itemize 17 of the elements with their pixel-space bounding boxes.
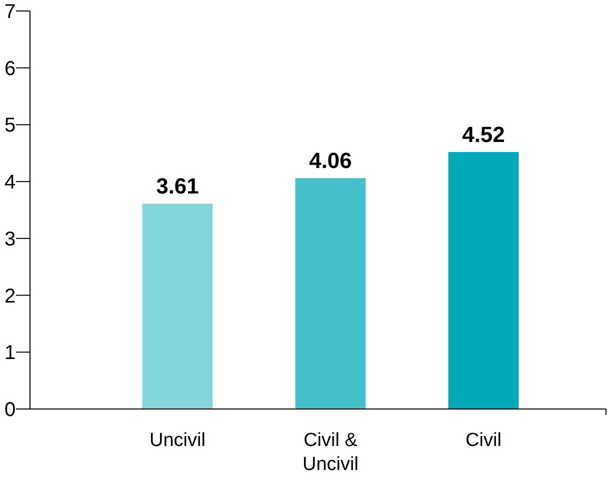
x-tick-label: Civil & Uncivil — [302, 430, 358, 475]
data-label: 3.61 — [156, 174, 199, 199]
y-tick-label: 2 — [4, 285, 16, 308]
y-tick-label: 5 — [4, 114, 16, 137]
bar — [295, 178, 366, 409]
y-tick-label: 6 — [4, 58, 16, 80]
y-tick-label: 1 — [4, 342, 16, 364]
y-tick-label: 4 — [4, 172, 16, 194]
y-tick-label: 7 — [4, 1, 16, 23]
bar — [448, 152, 519, 409]
y-tick-label: 3 — [4, 228, 16, 250]
data-label: 4.06 — [309, 148, 352, 174]
x-tick-label: Civil — [466, 430, 502, 451]
data-label: 4.52 — [462, 122, 505, 148]
x-tick-label: Uncivil — [150, 430, 206, 451]
bar — [142, 204, 213, 409]
y-tick-label: 0 — [4, 399, 16, 421]
